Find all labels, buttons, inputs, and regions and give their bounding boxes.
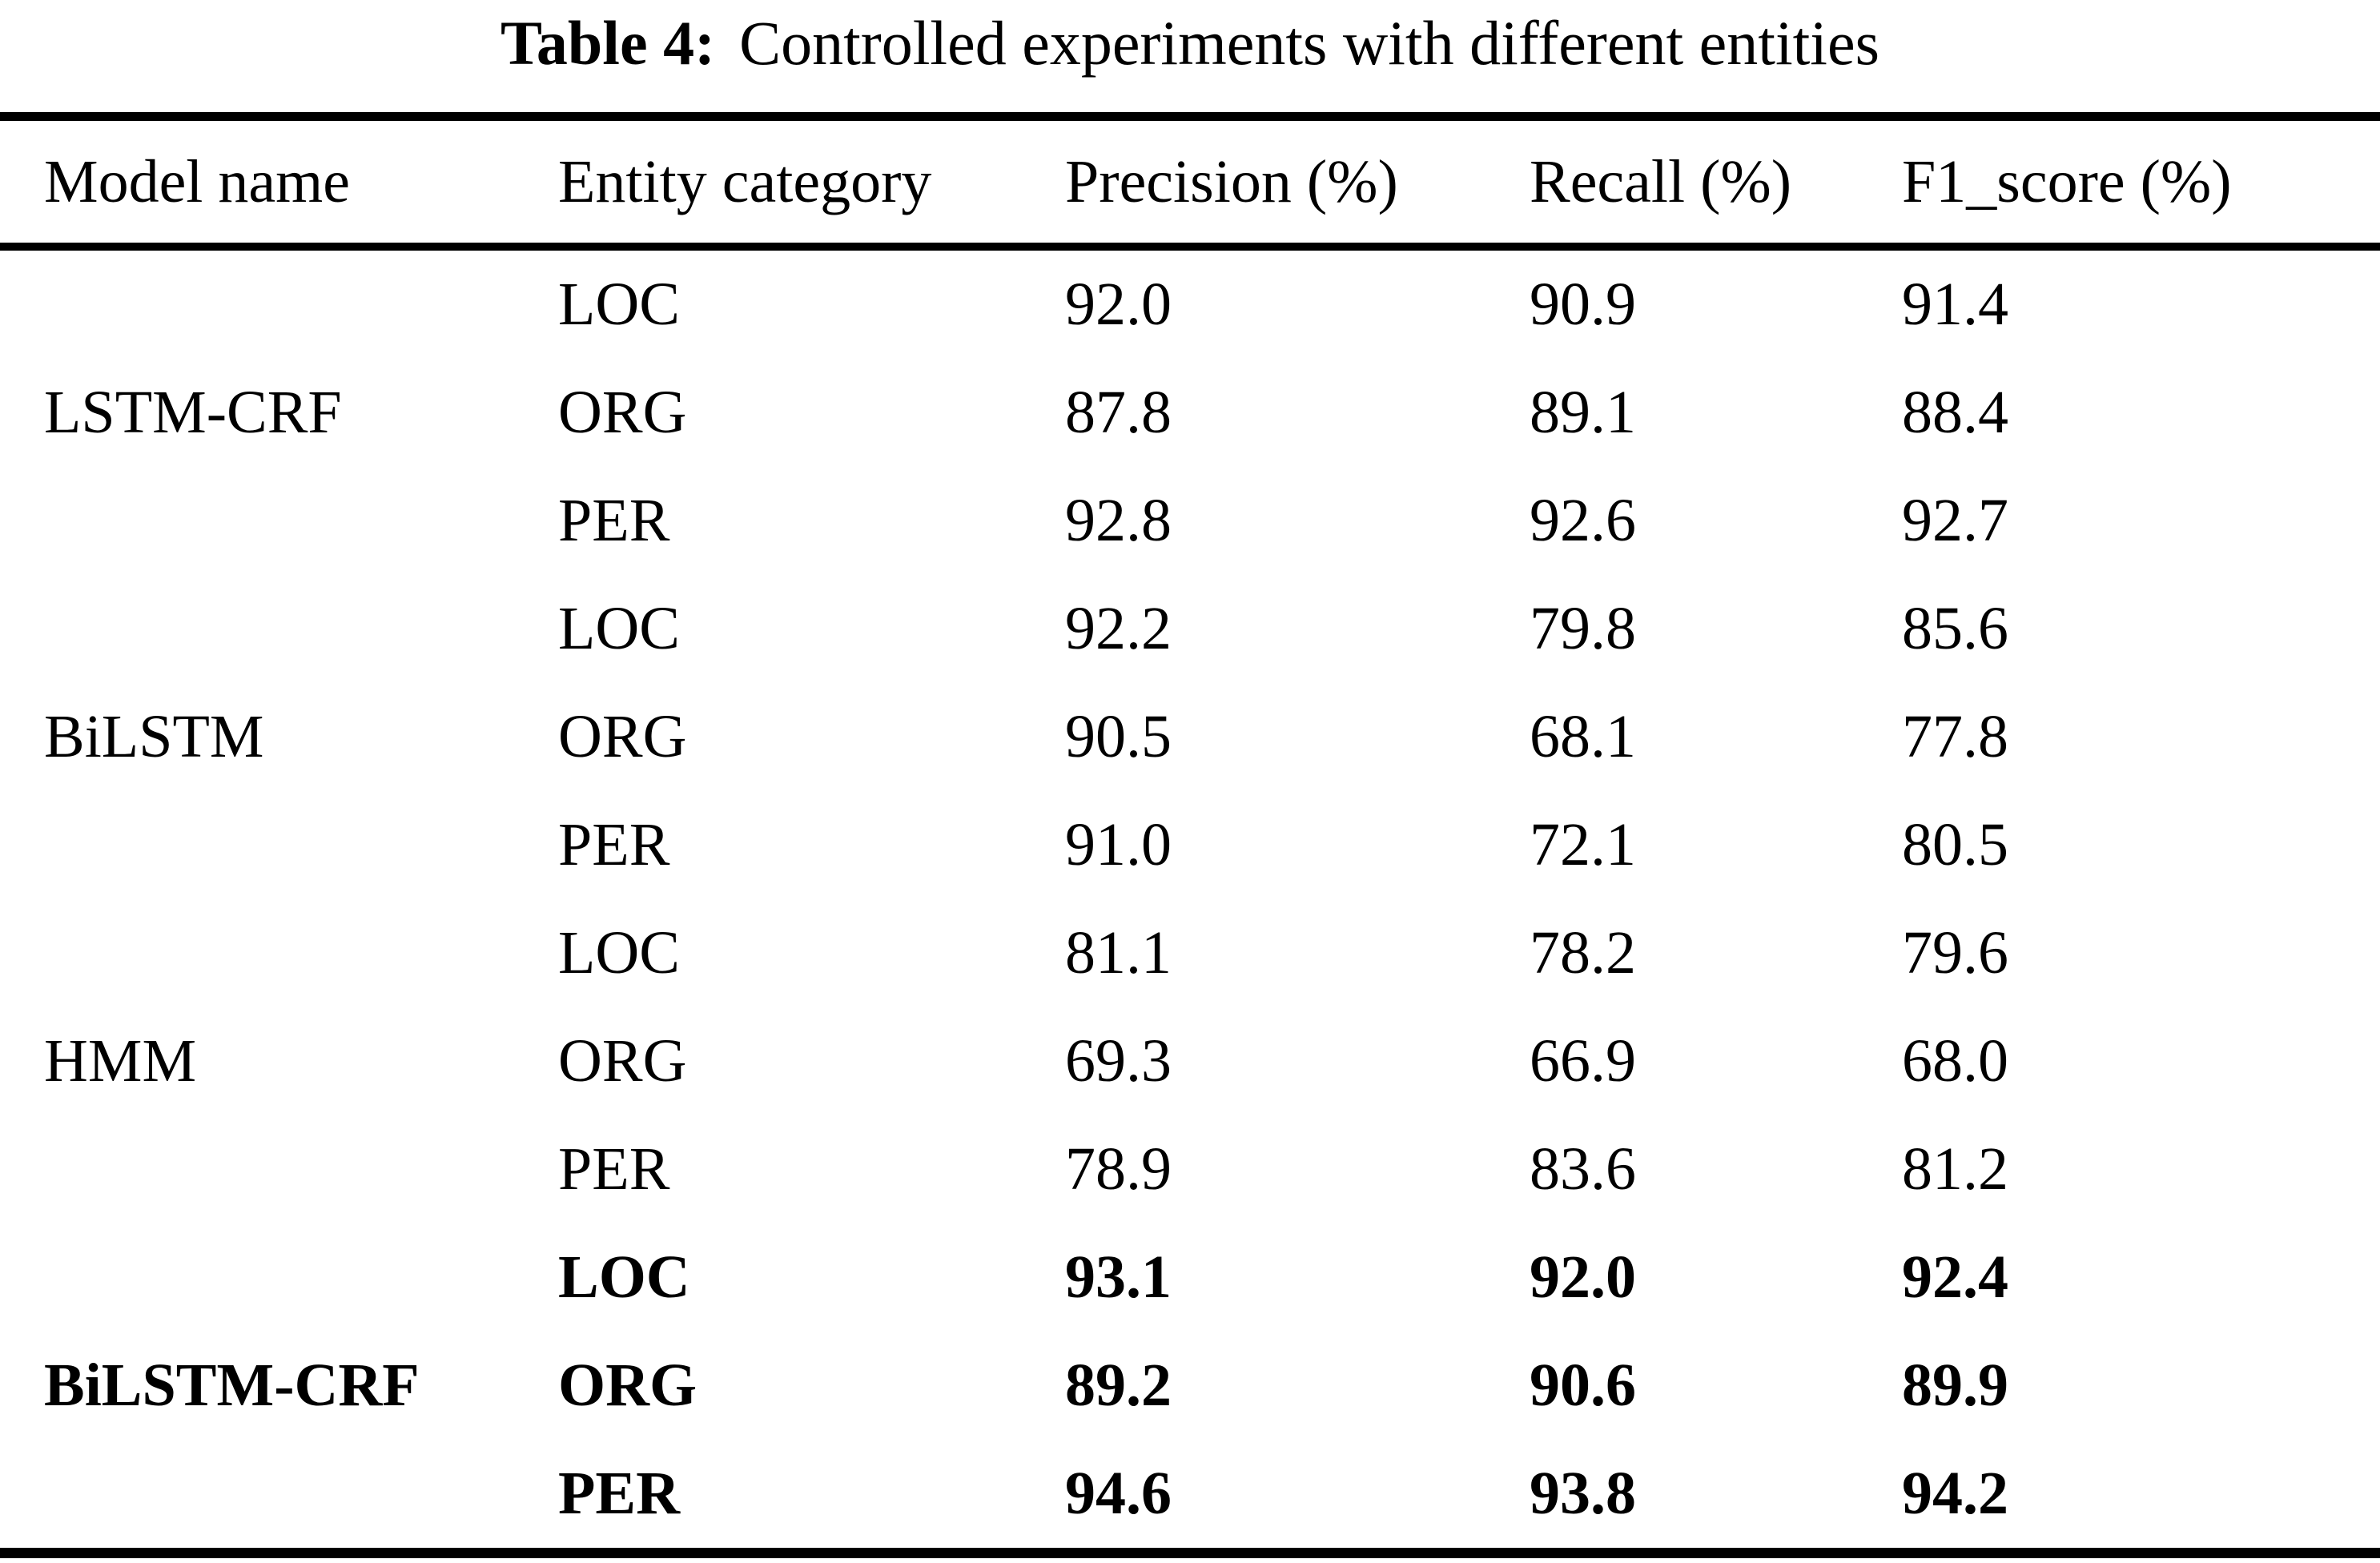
table-row: LSTM-CRF ORG 87.8 89.1 88.4 <box>0 359 2380 467</box>
entity-cell: PER <box>558 1135 670 1203</box>
table-body: LOC 92.0 90.9 91.4 LSTM-CRF ORG 87.8 89.… <box>0 251 2380 1548</box>
precision-cell: 90.5 <box>1065 703 1172 770</box>
precision-cell: 92.8 <box>1065 487 1172 554</box>
recall-cell: 68.1 <box>1530 703 1636 770</box>
recall-cell: 90.9 <box>1530 271 1636 338</box>
precision-cell: 87.8 <box>1065 379 1172 446</box>
f1-cell: 89.9 <box>1902 1352 2008 1419</box>
header-rule <box>0 243 2380 251</box>
entity-cell: PER <box>558 811 670 878</box>
column-header-f1: F1_score (%) <box>1902 148 2232 215</box>
precision-cell: 78.9 <box>1065 1135 1172 1203</box>
precision-cell: 92.2 <box>1065 595 1172 662</box>
recall-cell: 90.6 <box>1530 1352 1636 1419</box>
column-header-recall: Recall (%) <box>1530 148 1792 215</box>
table-row: LOC 81.1 78.2 79.6 <box>0 899 2380 1007</box>
top-rule <box>0 112 2380 121</box>
f1-cell: 80.5 <box>1902 811 2008 878</box>
recall-cell: 78.2 <box>1530 919 1636 986</box>
model-cell: LSTM-CRF <box>44 379 342 446</box>
model-cell: HMM <box>44 1027 197 1095</box>
table-row: LOC 93.1 92.0 92.4 <box>0 1223 2380 1332</box>
header-row: Model name Entity category Precision (%)… <box>0 121 2380 243</box>
recall-cell: 79.8 <box>1530 595 1636 662</box>
table-row: LOC 92.0 90.9 91.4 <box>0 251 2380 359</box>
entity-cell: PER <box>558 1460 680 1527</box>
recall-cell: 93.8 <box>1530 1460 1636 1527</box>
entity-cell: LOC <box>558 595 680 662</box>
table-caption: Table 4: Controlled experiments with diff… <box>0 0 2380 86</box>
entity-cell: PER <box>558 487 670 554</box>
entity-cell: ORG <box>558 379 687 446</box>
entity-cell: ORG <box>558 1352 698 1419</box>
recall-cell: 83.6 <box>1530 1135 1636 1203</box>
column-header-model: Model name <box>44 148 351 215</box>
f1-cell: 92.4 <box>1902 1244 2008 1311</box>
precision-cell: 91.0 <box>1065 811 1172 878</box>
recall-cell: 92.0 <box>1530 1244 1636 1311</box>
f1-cell: 81.2 <box>1902 1135 2008 1203</box>
table-row: PER 91.0 72.1 80.5 <box>0 791 2380 899</box>
model-cell: BiLSTM-CRF <box>44 1352 420 1419</box>
precision-cell: 92.0 <box>1065 271 1172 338</box>
f1-cell: 94.2 <box>1902 1460 2008 1527</box>
recall-cell: 92.6 <box>1530 487 1636 554</box>
caption-text: Controlled experiments with different en… <box>739 8 1879 78</box>
table-row: HMM ORG 69.3 66.9 68.0 <box>0 1007 2380 1115</box>
entity-cell: LOC <box>558 271 680 338</box>
table-row: PER 92.8 92.6 92.7 <box>0 467 2380 575</box>
table-row: PER 94.6 93.8 94.2 <box>0 1440 2380 1548</box>
f1-cell: 68.0 <box>1902 1027 2008 1095</box>
precision-cell: 93.1 <box>1065 1244 1172 1311</box>
precision-cell: 94.6 <box>1065 1460 1172 1527</box>
precision-cell: 89.2 <box>1065 1352 1172 1419</box>
entity-cell: ORG <box>558 1027 687 1095</box>
f1-cell: 79.6 <box>1902 919 2008 986</box>
precision-cell: 81.1 <box>1065 919 1172 986</box>
column-header-precision: Precision (%) <box>1065 148 1398 215</box>
bottom-rule <box>0 1548 2380 1558</box>
recall-cell: 66.9 <box>1530 1027 1636 1095</box>
table-number: Table 4: <box>501 8 716 78</box>
recall-cell: 72.1 <box>1530 811 1636 878</box>
column-header-entity: Entity category <box>558 148 932 215</box>
recall-cell: 89.1 <box>1530 379 1636 446</box>
table-row: BiLSTM-CRF ORG 89.2 90.6 89.9 <box>0 1332 2380 1440</box>
entity-cell: LOC <box>558 919 680 986</box>
f1-cell: 85.6 <box>1902 595 2008 662</box>
table-row: PER 78.9 83.6 81.2 <box>0 1115 2380 1223</box>
table-row: BiLSTM ORG 90.5 68.1 77.8 <box>0 683 2380 791</box>
f1-cell: 88.4 <box>1902 379 2008 446</box>
entity-cell: ORG <box>558 703 687 770</box>
entity-cell: LOC <box>558 1244 690 1311</box>
model-cell: BiLSTM <box>44 703 264 770</box>
precision-cell: 69.3 <box>1065 1027 1172 1095</box>
f1-cell: 92.7 <box>1902 487 2008 554</box>
f1-cell: 91.4 <box>1902 271 2008 338</box>
table-row: LOC 92.2 79.8 85.6 <box>0 575 2380 683</box>
f1-cell: 77.8 <box>1902 703 2008 770</box>
